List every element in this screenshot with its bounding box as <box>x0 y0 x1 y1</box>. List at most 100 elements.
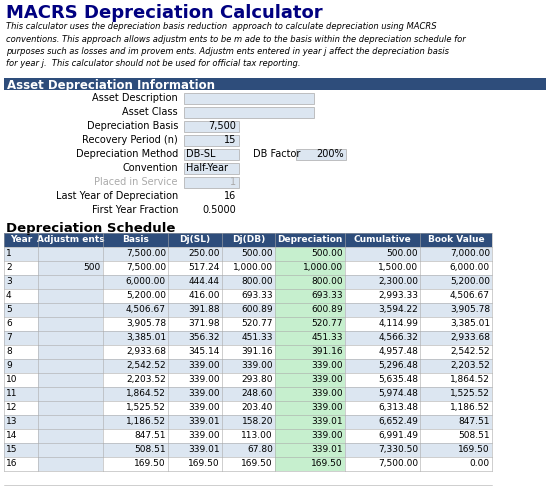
FancyBboxPatch shape <box>345 303 420 317</box>
FancyBboxPatch shape <box>103 247 168 261</box>
FancyBboxPatch shape <box>4 303 38 317</box>
FancyBboxPatch shape <box>420 415 492 429</box>
Text: 8: 8 <box>6 347 12 356</box>
FancyBboxPatch shape <box>38 233 103 247</box>
FancyBboxPatch shape <box>420 359 492 373</box>
Text: 847.51: 847.51 <box>135 431 166 440</box>
Text: 345.14: 345.14 <box>189 347 220 356</box>
Text: 693.33: 693.33 <box>311 291 343 300</box>
FancyBboxPatch shape <box>222 387 275 401</box>
Text: 5: 5 <box>6 305 12 314</box>
Text: Depreciation Schedule: Depreciation Schedule <box>6 222 175 235</box>
FancyBboxPatch shape <box>345 401 420 415</box>
FancyBboxPatch shape <box>38 289 103 303</box>
Text: 6,000.00: 6,000.00 <box>126 277 166 286</box>
FancyBboxPatch shape <box>420 317 492 331</box>
Text: 169.50: 169.50 <box>311 459 343 468</box>
Text: 339.00: 339.00 <box>311 389 343 398</box>
Text: DB Factor: DB Factor <box>253 149 300 159</box>
FancyBboxPatch shape <box>38 275 103 289</box>
FancyBboxPatch shape <box>38 247 103 261</box>
FancyBboxPatch shape <box>345 443 420 457</box>
Text: 693.33: 693.33 <box>241 291 273 300</box>
FancyBboxPatch shape <box>38 331 103 345</box>
Text: 6,991.49: 6,991.49 <box>378 431 418 440</box>
Text: 203.40: 203.40 <box>241 403 273 412</box>
Text: 1,186.52: 1,186.52 <box>450 403 490 412</box>
Text: 4,506.67: 4,506.67 <box>126 305 166 314</box>
FancyBboxPatch shape <box>275 275 345 289</box>
Text: This calculator uses the depreciation basis reduction  approach to calculate dep: This calculator uses the depreciation ba… <box>6 22 466 69</box>
FancyBboxPatch shape <box>222 303 275 317</box>
FancyBboxPatch shape <box>222 373 275 387</box>
FancyBboxPatch shape <box>4 317 38 331</box>
Text: 7,330.50: 7,330.50 <box>378 445 418 454</box>
Text: Half-Year: Half-Year <box>186 163 228 173</box>
FancyBboxPatch shape <box>4 289 38 303</box>
Text: Basis: Basis <box>122 235 149 244</box>
FancyBboxPatch shape <box>4 345 38 359</box>
FancyBboxPatch shape <box>4 373 38 387</box>
FancyBboxPatch shape <box>420 373 492 387</box>
Text: 371.98: 371.98 <box>188 319 220 328</box>
FancyBboxPatch shape <box>103 359 168 373</box>
FancyBboxPatch shape <box>168 303 222 317</box>
FancyBboxPatch shape <box>184 149 239 160</box>
FancyBboxPatch shape <box>184 107 314 118</box>
Text: 1,864.52: 1,864.52 <box>126 389 166 398</box>
Text: Asset Description: Asset Description <box>92 93 178 103</box>
Text: 3,905.78: 3,905.78 <box>450 305 490 314</box>
FancyBboxPatch shape <box>168 457 222 471</box>
FancyBboxPatch shape <box>38 401 103 415</box>
Text: 4,957.48: 4,957.48 <box>378 347 418 356</box>
Text: 339.00: 339.00 <box>188 403 220 412</box>
FancyBboxPatch shape <box>168 373 222 387</box>
FancyBboxPatch shape <box>420 261 492 275</box>
Text: 15: 15 <box>224 135 236 145</box>
FancyBboxPatch shape <box>222 289 275 303</box>
FancyBboxPatch shape <box>168 443 222 457</box>
FancyBboxPatch shape <box>275 373 345 387</box>
Text: 339.00: 339.00 <box>188 375 220 384</box>
Text: DB-SL: DB-SL <box>186 149 216 159</box>
FancyBboxPatch shape <box>222 345 275 359</box>
FancyBboxPatch shape <box>222 233 275 247</box>
Text: 847.51: 847.51 <box>459 417 490 426</box>
FancyBboxPatch shape <box>168 317 222 331</box>
FancyBboxPatch shape <box>420 443 492 457</box>
Text: 1,000.00: 1,000.00 <box>303 263 343 272</box>
Text: Depreciation: Depreciation <box>277 235 343 244</box>
Text: 339.00: 339.00 <box>188 431 220 440</box>
Text: Last Year of Depreciation: Last Year of Depreciation <box>56 191 178 201</box>
Text: 2,542.52: 2,542.52 <box>126 361 166 370</box>
FancyBboxPatch shape <box>345 331 420 345</box>
FancyBboxPatch shape <box>38 359 103 373</box>
FancyBboxPatch shape <box>275 261 345 275</box>
FancyBboxPatch shape <box>420 233 492 247</box>
FancyBboxPatch shape <box>222 401 275 415</box>
FancyBboxPatch shape <box>420 275 492 289</box>
Text: 500.00: 500.00 <box>386 249 418 258</box>
FancyBboxPatch shape <box>420 345 492 359</box>
FancyBboxPatch shape <box>168 387 222 401</box>
FancyBboxPatch shape <box>345 233 420 247</box>
FancyBboxPatch shape <box>103 233 168 247</box>
Text: 451.33: 451.33 <box>311 333 343 342</box>
Text: 169.50: 169.50 <box>458 445 490 454</box>
FancyBboxPatch shape <box>275 359 345 373</box>
Text: Placed in Service: Placed in Service <box>95 177 178 187</box>
Text: 250.00: 250.00 <box>189 249 220 258</box>
Text: 2,300.00: 2,300.00 <box>378 277 418 286</box>
Text: 339.00: 339.00 <box>311 403 343 412</box>
FancyBboxPatch shape <box>296 149 346 160</box>
FancyBboxPatch shape <box>168 261 222 275</box>
Text: MACRS Depreciation Calculator: MACRS Depreciation Calculator <box>6 4 323 22</box>
FancyBboxPatch shape <box>222 247 275 261</box>
Text: 1,500.00: 1,500.00 <box>378 263 418 272</box>
Text: 10: 10 <box>6 375 18 384</box>
FancyBboxPatch shape <box>222 359 275 373</box>
Text: 1,186.52: 1,186.52 <box>126 417 166 426</box>
FancyBboxPatch shape <box>275 233 345 247</box>
Text: 169.50: 169.50 <box>134 459 166 468</box>
Text: 3,594.22: 3,594.22 <box>378 305 418 314</box>
